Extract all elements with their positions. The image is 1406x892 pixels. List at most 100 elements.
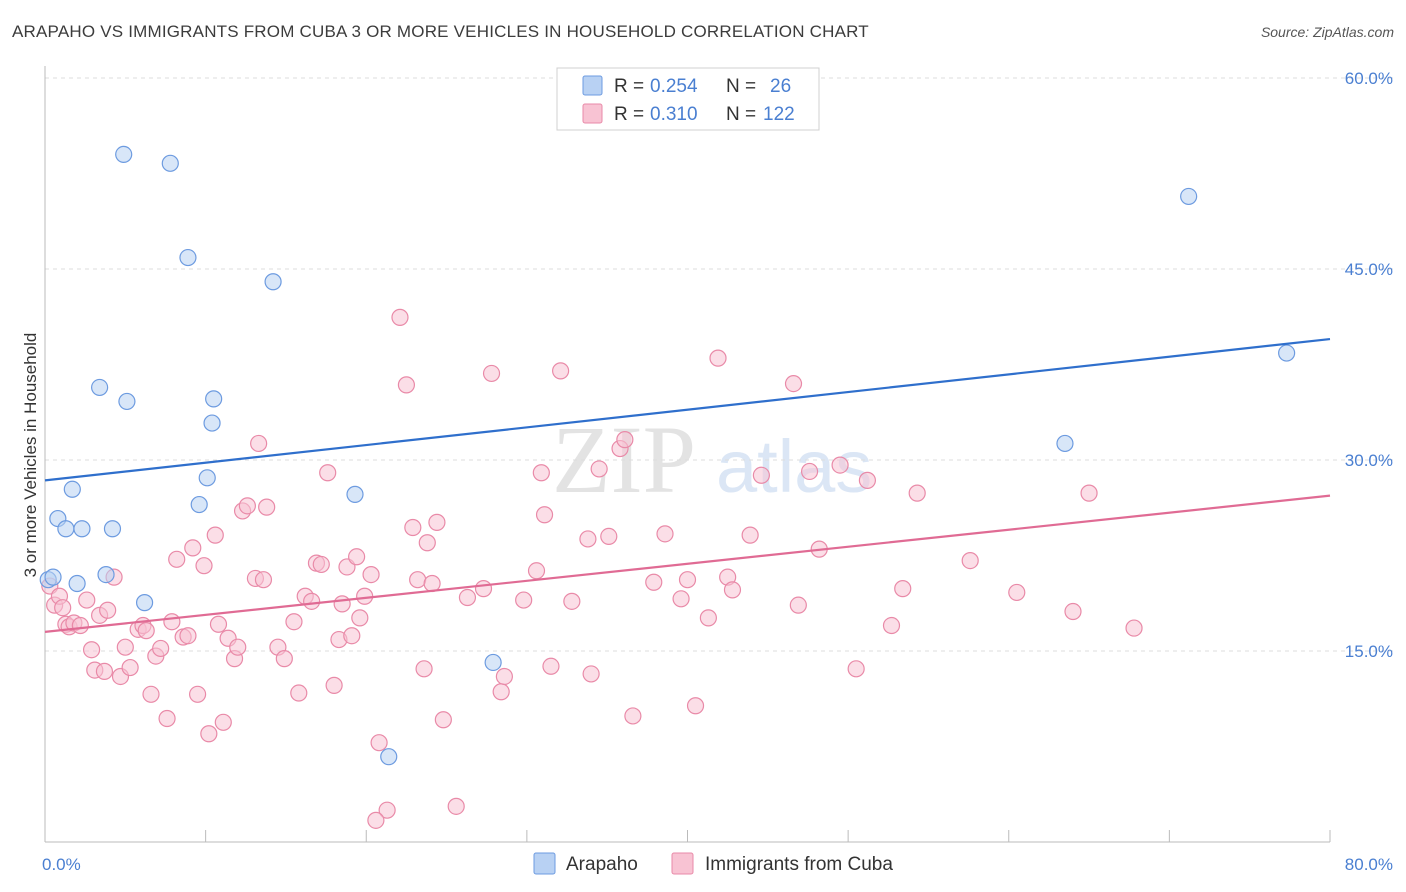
cuba-point	[99, 601, 117, 619]
x-tick-label: 0.0%	[42, 855, 81, 874]
cuba-point	[1064, 602, 1082, 621]
arapaho-point	[118, 392, 136, 411]
cuba-point	[275, 650, 293, 668]
cuba-point	[492, 683, 510, 701]
arapaho-point	[135, 594, 154, 612]
cuba-point	[258, 498, 276, 516]
arapaho-point	[68, 574, 86, 593]
cuba-point	[404, 518, 422, 537]
legend-label-arapaho: Arapaho	[566, 854, 638, 875]
tick-labels: 15.0% 30.0% 45.0% 60.0% 0.0% 80.0%	[42, 69, 1393, 874]
arapaho-point	[484, 653, 502, 672]
cuba-point	[458, 588, 477, 607]
cuba-point	[356, 587, 374, 605]
arapaho-point	[198, 469, 216, 487]
cuba-point	[723, 581, 742, 599]
y-tick-label: 15.0%	[1345, 642, 1393, 661]
arapaho-point	[73, 520, 91, 538]
legend-n-value: 26	[770, 76, 791, 97]
cuba-point	[343, 627, 361, 645]
cuba-point	[535, 506, 554, 524]
cuba-point	[319, 464, 337, 482]
cuba-point	[351, 609, 369, 627]
cuba-point	[495, 667, 513, 686]
cuba-point	[563, 592, 581, 610]
cuba-point	[527, 562, 546, 580]
arapaho-point	[346, 485, 364, 503]
cuba-point	[95, 662, 114, 680]
correlation-legend: R = 0.254 N = 26 R = 0.310 N = 122	[556, 67, 820, 131]
cuba-point	[686, 697, 705, 715]
cuba-point	[71, 616, 89, 635]
legend-n-label: N =	[726, 104, 756, 125]
cuba-point	[616, 431, 634, 449]
arapaho-point	[115, 145, 133, 163]
x-tick-label: 80.0%	[1345, 855, 1393, 874]
arapaho-point	[190, 495, 208, 514]
arapaho-point	[1278, 344, 1296, 362]
cuba-point	[789, 596, 807, 614]
cuba-point	[656, 525, 674, 543]
cuba-point	[784, 375, 803, 393]
cuba-point	[303, 592, 321, 610]
cuba-point	[423, 574, 441, 593]
cuba-point	[409, 571, 427, 589]
cuba-point	[582, 665, 600, 683]
arapaho-point	[57, 520, 75, 538]
cuba-point	[378, 801, 396, 819]
arapaho-point	[63, 480, 81, 498]
arapaho-point	[264, 273, 282, 291]
cuba-point	[397, 376, 416, 394]
arapaho-trend-line	[44, 337, 1331, 482]
cuba-point	[254, 571, 273, 589]
y-tick-label: 60.0%	[1345, 69, 1393, 88]
cuba-point	[188, 685, 207, 703]
arapaho-point	[44, 568, 62, 586]
cuba-point	[348, 548, 366, 566]
cuba-point	[447, 797, 465, 815]
cuba-point	[325, 676, 343, 694]
cuba-point	[214, 713, 232, 731]
cuba-point	[168, 550, 186, 568]
legend-n-value: 122	[763, 104, 795, 125]
cuba-point	[515, 591, 533, 609]
cuba-point	[678, 571, 697, 589]
cuba-point	[367, 811, 385, 829]
arapaho-point	[205, 390, 223, 408]
y-axis-label: 3 or more Vehicles in Household	[21, 333, 40, 578]
legend-swatch-arapaho	[533, 852, 556, 875]
arapaho-point	[91, 378, 109, 397]
arapaho-point	[1056, 434, 1074, 453]
arapaho-point	[103, 520, 122, 538]
arapaho-point	[161, 154, 179, 172]
cuba-point	[532, 464, 550, 482]
cuba-point	[78, 591, 96, 609]
cuba-point	[362, 565, 380, 584]
y-tick-label: 30.0%	[1345, 451, 1393, 470]
cuba-point	[285, 613, 303, 631]
cuba-point	[137, 622, 155, 640]
cuba-point	[474, 580, 493, 598]
cuba-point	[82, 641, 101, 659]
cuba-point	[752, 466, 770, 484]
cuba-point	[645, 573, 663, 591]
cuba-point	[858, 471, 877, 489]
cuba-point	[699, 609, 717, 627]
arapaho-point	[179, 248, 197, 267]
arapaho-point	[380, 748, 398, 766]
legend-n-label: N =	[726, 76, 756, 97]
cuba-point	[200, 725, 218, 743]
trend-lines	[44, 337, 1331, 633]
cuba-point	[800, 462, 819, 481]
cuba-point	[908, 484, 926, 502]
cuba-point	[184, 539, 202, 557]
cuba-point	[434, 711, 452, 729]
cuba-point	[290, 684, 308, 702]
cuba-point	[600, 527, 618, 546]
cuba-point	[590, 460, 608, 478]
cuba-point	[579, 530, 597, 548]
source-credit: Source: ZipAtlas.com	[1260, 24, 1394, 40]
cuba-point	[552, 362, 570, 380]
cuba-point	[209, 615, 228, 633]
chart-title: ARAPAHO VS IMMIGRANTS FROM CUBA 3 OR MOR…	[12, 22, 869, 41]
